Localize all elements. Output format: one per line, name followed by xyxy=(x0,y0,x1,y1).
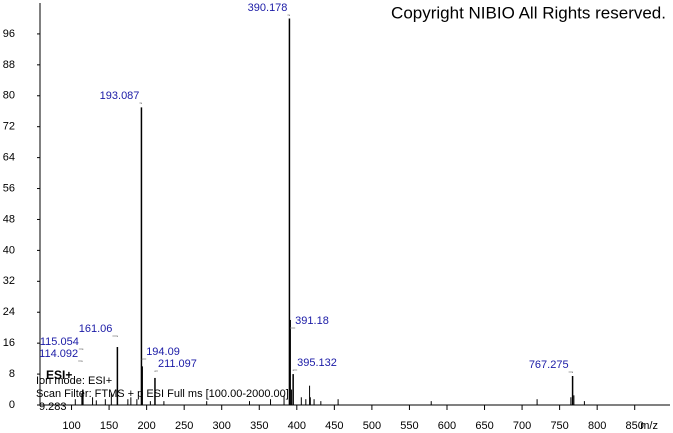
x-tick-label: 700 xyxy=(513,420,531,432)
x-tick-label: 750 xyxy=(550,420,568,432)
peak-connector xyxy=(287,14,290,16)
peak-connector xyxy=(139,102,142,104)
peak-label: 390.178 xyxy=(248,2,288,14)
y-tick-label: 0 xyxy=(9,399,15,411)
x-axis-label: m/z xyxy=(640,420,658,432)
x-tick-label: 150 xyxy=(100,420,118,432)
x-tick-label: 650 xyxy=(475,420,493,432)
x-tick-label: 600 xyxy=(438,420,456,432)
peak-label: 211.097 xyxy=(158,358,197,370)
y-tick-label: 56 xyxy=(3,182,15,194)
x-tick-label: 300 xyxy=(213,420,231,432)
x-tick-label: 550 xyxy=(400,420,418,432)
x-tick-label: 800 xyxy=(588,420,606,432)
x-tick-label: 100 xyxy=(62,420,80,432)
peak-label: 161.06 xyxy=(79,323,113,335)
y-tick-label: 96 xyxy=(3,28,15,40)
peak-label: 115.054 xyxy=(40,336,79,348)
peak-connector xyxy=(112,335,118,337)
peak-connector xyxy=(154,370,158,372)
peak-connector xyxy=(78,348,84,350)
annotation: 9.283 xyxy=(39,401,67,413)
peak-connector xyxy=(568,371,573,373)
x-tick-label: 200 xyxy=(137,420,155,432)
y-tick-label: 16 xyxy=(3,337,15,349)
x-tick-label: 850 xyxy=(626,420,644,432)
peak-label: 114.092 xyxy=(39,348,78,360)
annotation: Ion mode: ESI+ xyxy=(36,375,112,387)
peak-connector xyxy=(78,360,83,362)
y-tick-label: 80 xyxy=(3,90,15,102)
x-tick-label: 250 xyxy=(175,420,193,432)
x-tick-label: 400 xyxy=(288,420,306,432)
y-tick-label: 8 xyxy=(9,368,15,380)
peak-label: 194.09 xyxy=(146,346,180,358)
y-tick-label: 88 xyxy=(3,59,15,71)
y-tick-label: 64 xyxy=(3,152,15,164)
x-tick-label: 450 xyxy=(325,420,343,432)
y-tick-label: 24 xyxy=(3,306,15,318)
copyright: Copyright NIBIO All Rights reserved. xyxy=(391,3,666,22)
annotation: ESI+ xyxy=(46,368,72,382)
peak-label: 391.18 xyxy=(295,315,329,327)
peak-label: 767.275 xyxy=(529,359,569,371)
x-tick-label: 500 xyxy=(363,420,381,432)
peak-label: 395.132 xyxy=(297,357,337,369)
peak-label: 193.087 xyxy=(100,90,140,102)
annotation: Scan Filter: FTMS + p ESI Full ms [100.0… xyxy=(36,388,289,400)
peak-connector xyxy=(292,369,298,371)
y-tick-label: 72 xyxy=(3,121,15,133)
y-tick-label: 32 xyxy=(3,275,15,287)
y-tick-label: 48 xyxy=(3,213,15,225)
y-tick-label: 40 xyxy=(3,244,15,256)
peak-connector xyxy=(141,358,147,360)
x-tick-label: 350 xyxy=(250,420,268,432)
